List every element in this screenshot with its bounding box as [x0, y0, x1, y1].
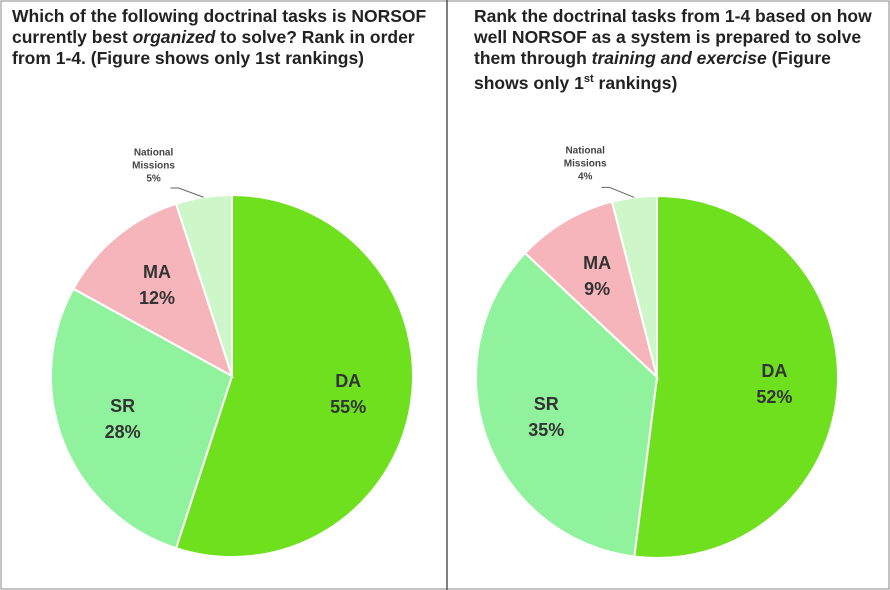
category-label: National Missions — [563, 145, 607, 170]
chart-title: Which of the following doctrinal tasks i… — [12, 6, 432, 69]
data-label: National Missions 4% — [550, 145, 620, 184]
value-label: 55% — [330, 397, 367, 418]
value-label: 9% — [584, 278, 611, 299]
data-label: SR 28% — [105, 393, 141, 445]
pie-slice — [633, 194, 839, 559]
category-label: DA — [335, 371, 362, 392]
category-label: MA — [143, 262, 171, 283]
title-text: Which of the following doctrinal tasks i… — [12, 6, 427, 47]
value-label: 12% — [138, 288, 176, 309]
title-text: Rank the doctrinal tasks from 1-4 based … — [474, 6, 872, 68]
pie-slice — [174, 193, 233, 377]
data-label: MA 9% — [583, 250, 611, 302]
data-label: MA 12% — [139, 259, 175, 311]
pie-slice — [174, 193, 414, 558]
leader-line — [170, 187, 204, 198]
pie-slice — [475, 251, 659, 558]
value-label: 28% — [104, 422, 141, 443]
category-label: SR — [110, 396, 136, 417]
data-label: National Missions 5% — [119, 146, 189, 185]
chart-title: Rank the doctrinal tasks from 1-4 based … — [474, 6, 884, 94]
category-label: National Missions — [132, 147, 175, 172]
pie-slice — [523, 200, 659, 381]
value-label: 4% — [577, 171, 593, 183]
category-label: DA — [761, 361, 788, 382]
title-text: rankings) — [593, 72, 678, 93]
title-text: to solve? Rank in order from 1-4. (Figur… — [12, 27, 415, 68]
pie-slice — [50, 287, 234, 550]
data-label: SR 35% — [528, 391, 564, 443]
leader-line — [601, 186, 635, 198]
data-label: DA 55% — [330, 368, 366, 420]
title-text: st — [583, 73, 594, 85]
value-label: 52% — [756, 387, 793, 408]
category-label: SR — [533, 393, 559, 414]
pie-slice — [72, 202, 234, 379]
value-label: 5% — [146, 173, 161, 185]
value-label: 35% — [528, 419, 565, 440]
title-text: organized — [132, 27, 216, 47]
title-text: (Figure shows only 1 — [474, 48, 831, 93]
category-label: MA — [583, 252, 612, 273]
pie-slice — [610, 194, 658, 378]
title-text: training and exercise — [591, 48, 767, 68]
data-label: DA 52% — [756, 358, 792, 410]
